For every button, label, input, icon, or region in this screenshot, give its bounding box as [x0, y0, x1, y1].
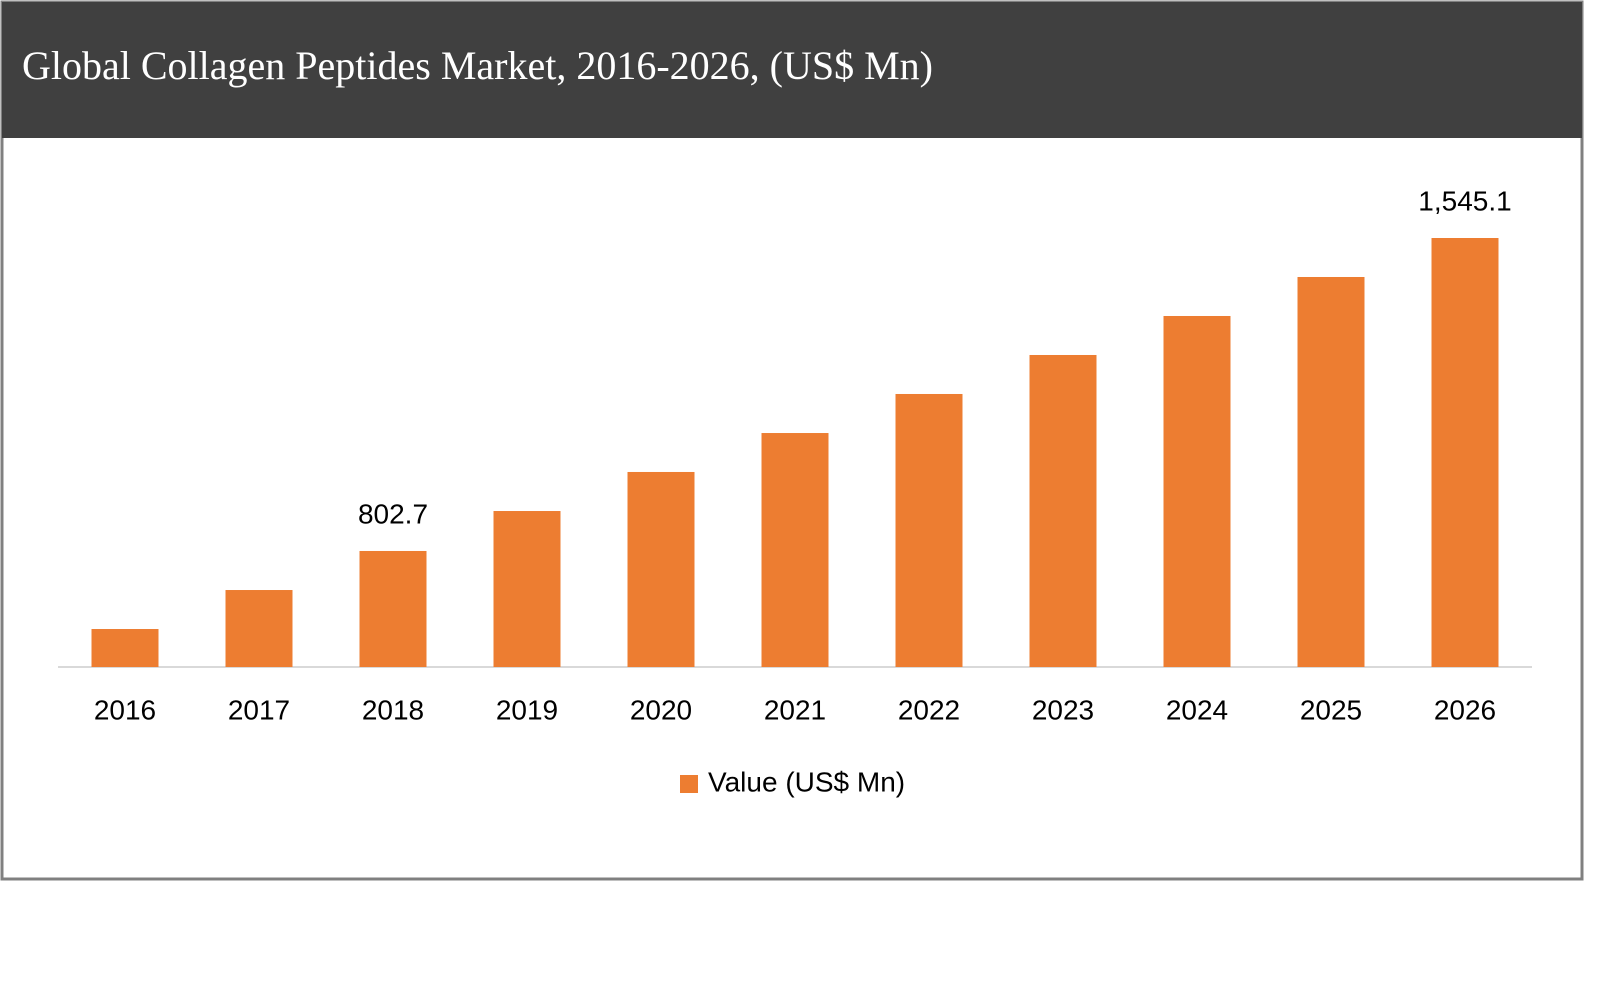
- bar: [91, 629, 159, 667]
- bar: [1297, 276, 1365, 667]
- bar: [895, 393, 963, 667]
- bar: [1163, 315, 1231, 667]
- chart-title: Global Collagen Peptides Market, 2016-20…: [22, 43, 933, 88]
- data-label: 802.7: [358, 498, 428, 529]
- x-tick-label: 2020: [630, 694, 692, 725]
- bar: [1029, 354, 1097, 667]
- x-tick-label: 2022: [898, 694, 960, 725]
- bar: [1431, 238, 1499, 667]
- x-tick-label: 2016: [94, 694, 156, 725]
- x-tick-label: 2025: [1300, 694, 1362, 725]
- data-label: 1,545.1: [1418, 185, 1511, 216]
- x-tick-label: 2024: [1166, 694, 1228, 725]
- header: [2, 2, 1582, 138]
- bar: [761, 433, 829, 667]
- x-tick-label: 2021: [764, 694, 826, 725]
- bar: [225, 590, 293, 667]
- x-tick-label: 2019: [496, 694, 558, 725]
- x-tick-label: 2023: [1032, 694, 1094, 725]
- bar: [359, 550, 427, 667]
- x-tick-label: 2017: [228, 694, 290, 725]
- legend-label: Value (US$ Mn): [708, 766, 905, 797]
- x-tick-label: 2018: [362, 694, 424, 725]
- legend-swatch: [680, 775, 698, 793]
- bar: [493, 511, 561, 667]
- x-tick-label: 2026: [1434, 694, 1496, 725]
- bar: [627, 471, 695, 667]
